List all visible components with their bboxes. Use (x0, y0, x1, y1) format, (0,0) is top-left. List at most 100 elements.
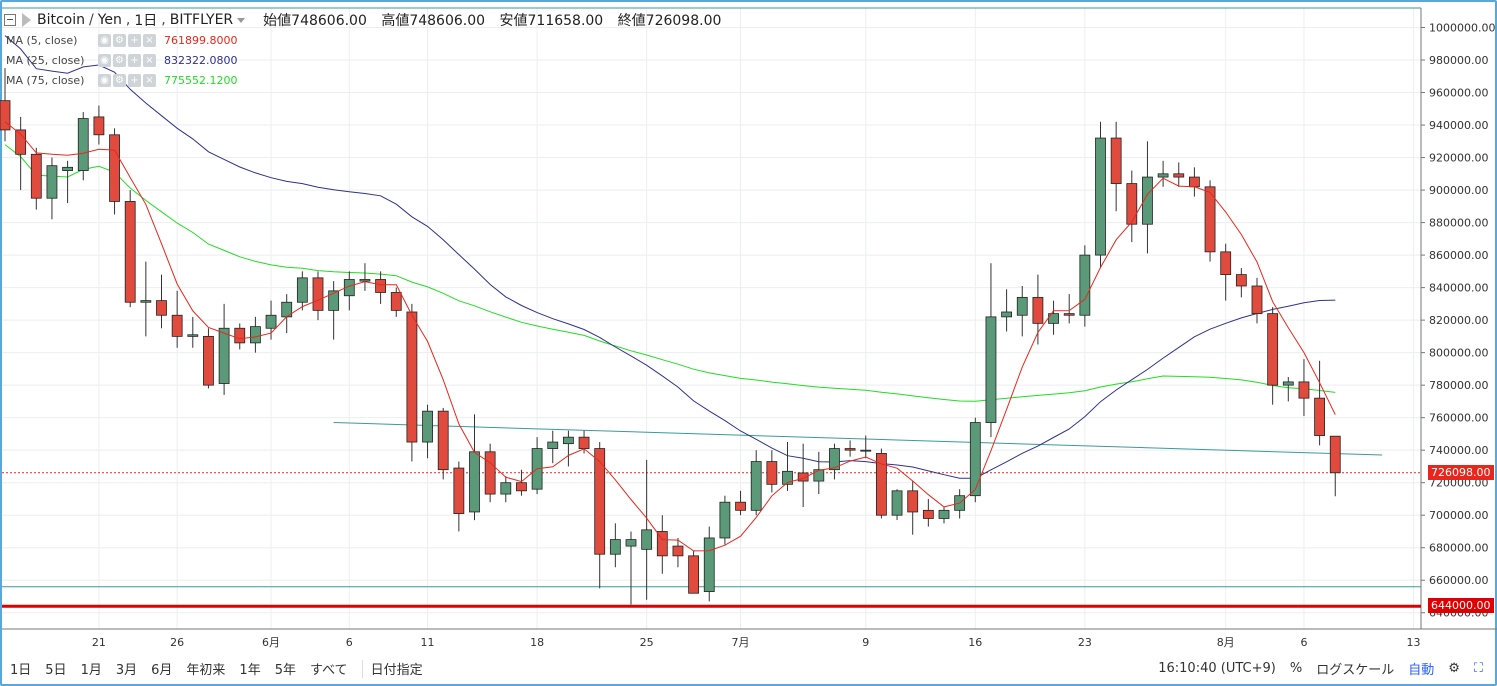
add-icon[interactable]: + (128, 74, 141, 87)
candle-body (124, 201, 136, 303)
trend-line (333, 422, 1383, 456)
candle-body (938, 509, 950, 519)
currency-name[interactable]: Yen (97, 12, 122, 28)
indicator-label[interactable]: MA (25, close) (6, 54, 85, 67)
candle-body (1189, 176, 1200, 188)
gear-icon[interactable]: ⚙ (113, 74, 126, 87)
collapse-icon[interactable] (4, 14, 16, 26)
candle-body (1063, 313, 1075, 316)
candle-body (93, 116, 105, 136)
candle-body (234, 327, 246, 344)
indicator-controls: ◉ ⚙ + × (98, 34, 156, 47)
indicator-row-ma25[interactable]: MA (25, close) ◉ ⚙ + × 832322.0800 (6, 54, 237, 67)
candle-body (1142, 176, 1153, 225)
range-5d-button[interactable]: 5日 (45, 663, 67, 678)
y-tick-label: 700000.00 (1429, 509, 1489, 522)
separator: , (161, 12, 166, 28)
x-tick-label: 11 (421, 636, 435, 649)
y-tick-label: 940000.00 (1429, 119, 1489, 132)
close-icon[interactable]: × (143, 54, 156, 67)
candle-body (656, 531, 668, 557)
ma75-line (4, 144, 1336, 402)
close-icon[interactable]: × (143, 34, 156, 47)
eye-icon[interactable]: ◉ (98, 74, 111, 87)
candle-body (328, 290, 340, 311)
range-1d-button[interactable]: 1日 (10, 663, 32, 678)
log-scale-toggle[interactable]: ログスケール (1316, 663, 1395, 678)
range-buttons: 1日 5日 1月 3月 6月 年初来 1年 5年 すべて 日付指定 (10, 659, 437, 678)
indicator-value: 775552.1200 (164, 74, 238, 87)
indicator-label[interactable]: MA (75, close) (6, 74, 85, 87)
separator: / (89, 12, 94, 28)
fullscreen-icon[interactable]: ⛶ (1473, 661, 1483, 676)
candle-body (891, 490, 903, 516)
range-ytd-button[interactable]: 年初来 (186, 663, 226, 678)
x-tick-label: 6 (1300, 636, 1307, 649)
add-icon[interactable]: + (128, 34, 141, 47)
date-select-button[interactable]: 日付指定 (370, 663, 423, 678)
range-3m-button[interactable]: 3月 (115, 663, 138, 678)
support-price-tag: 644000.00 (1428, 598, 1494, 614)
ma25-line (4, 35, 1336, 479)
x-tick-label: 16 (968, 636, 982, 649)
indicator-label[interactable]: MA (5, close) (6, 34, 78, 47)
y-tick-label: 680000.00 (1429, 542, 1489, 555)
candle-body (203, 335, 214, 386)
candle-body (15, 129, 27, 155)
candle-body (296, 277, 308, 303)
indicator-row-ma5[interactable]: MA (5, close) ◉ ⚙ + × 761899.8000 (6, 34, 237, 47)
y-tick-label: 780000.00 (1429, 379, 1489, 392)
candle-body (985, 316, 997, 423)
indicator-controls: ◉ ⚙ + × (98, 54, 156, 67)
candle-body (876, 453, 887, 516)
gear-icon[interactable]: ⚙ (113, 54, 126, 67)
x-tick-label: 8月 (1217, 636, 1235, 649)
percent-toggle[interactable]: % (1289, 661, 1303, 676)
close-icon[interactable]: × (143, 74, 156, 87)
x-tick-label: 18 (530, 636, 544, 649)
candle-body (782, 470, 793, 485)
auto-scale-toggle[interactable]: 自動 (1408, 663, 1435, 678)
candle-body (187, 334, 199, 337)
ma5-line (4, 121, 1336, 552)
indicator-row-ma75[interactable]: MA (75, close) ◉ ⚙ + × 775552.1200 (6, 74, 237, 87)
flag-icon[interactable] (22, 13, 31, 27)
candle-body (469, 451, 480, 513)
candle-body (969, 422, 981, 497)
candle-body (0, 100, 11, 131)
range-1m-button[interactable]: 1月 (80, 663, 102, 678)
interval[interactable]: 1日 (134, 13, 158, 29)
gear-icon[interactable]: ⚙ (1448, 661, 1460, 676)
candle-body (609, 539, 621, 555)
range-all-button[interactable]: すべて (309, 663, 348, 678)
candle-body (1110, 137, 1122, 184)
gear-icon[interactable]: ⚙ (113, 34, 126, 47)
candle-body (171, 314, 183, 337)
range-6m-button[interactable]: 6月 (151, 663, 173, 678)
y-tick-label: 900000.00 (1429, 184, 1489, 197)
candle-body (1126, 183, 1138, 225)
candle-body (735, 501, 746, 511)
candle-body (453, 467, 465, 514)
x-tick-label: 7月 (732, 636, 750, 649)
x-tick-label: 6 (346, 636, 353, 649)
eye-icon[interactable]: ◉ (98, 54, 111, 67)
symbol-name[interactable]: Bitcoin (37, 12, 86, 28)
chevron-down-icon[interactable] (237, 17, 246, 23)
exchange[interactable]: BITFLYER (169, 12, 234, 28)
candle-body (844, 448, 856, 451)
candle-body (62, 166, 73, 171)
last-price-tag: 726098.00 (1428, 464, 1494, 480)
eye-icon[interactable]: ◉ (98, 34, 111, 47)
candle-body (1095, 137, 1106, 256)
candle-body (359, 279, 371, 282)
candle-body (547, 441, 559, 449)
candle-body (1001, 311, 1012, 318)
y-tick-label: 1000000.00 (1429, 22, 1495, 35)
range-5y-button[interactable]: 5年 (274, 663, 296, 678)
candle-body (1251, 285, 1263, 315)
range-1y-button[interactable]: 1年 (239, 663, 261, 678)
candle-body (437, 410, 449, 471)
add-icon[interactable]: + (128, 54, 141, 67)
